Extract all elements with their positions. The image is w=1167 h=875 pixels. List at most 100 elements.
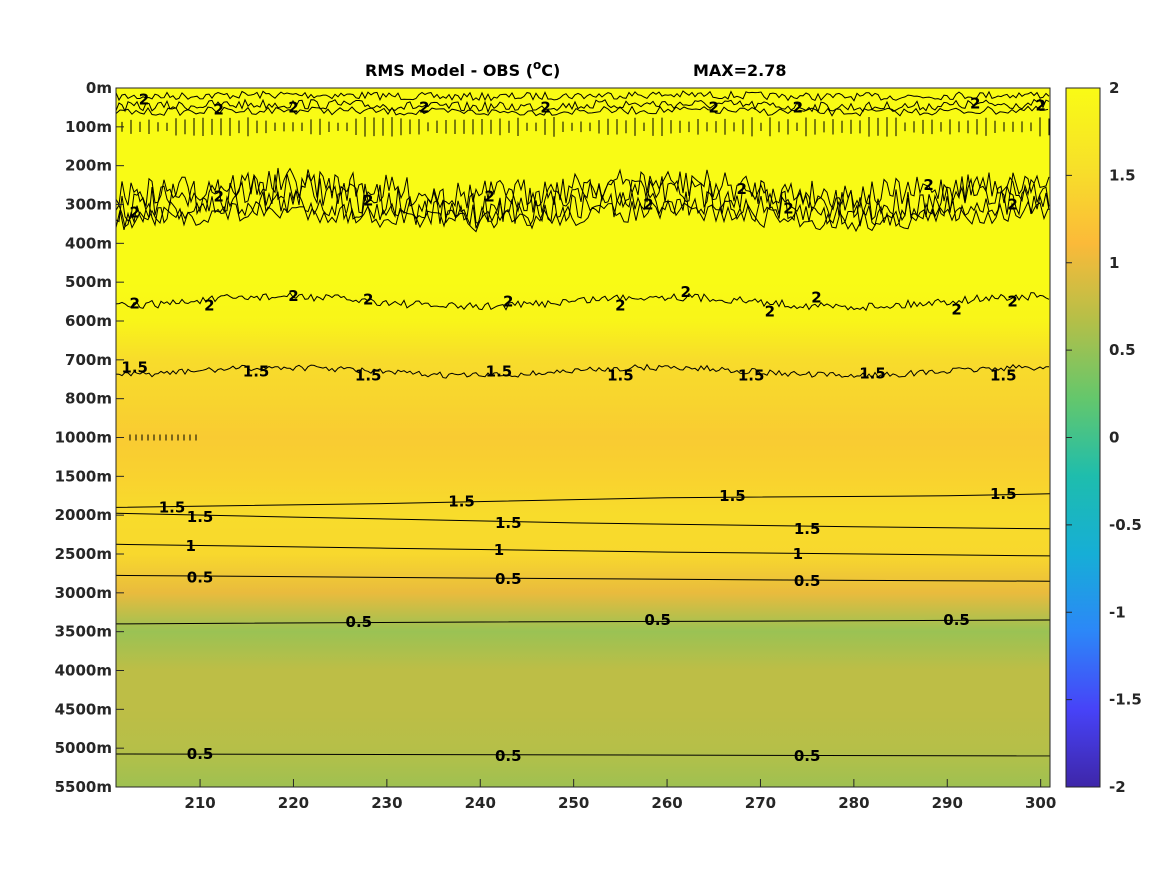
- y-tick-label: 1000m: [55, 429, 112, 447]
- upper-contour-tangles: [116, 90, 1050, 441]
- contour-label: 1.5: [243, 362, 270, 380]
- contour-line: [116, 753, 1050, 757]
- y-tick-label: 300m: [65, 196, 112, 214]
- x-tick-label: 290: [932, 794, 963, 812]
- y-tick-label: 0m: [86, 79, 112, 97]
- contour-label: 0.5: [495, 570, 522, 588]
- max-label: MAX=2.78: [693, 61, 787, 80]
- contour-label: 1.5: [738, 366, 765, 384]
- contour-line: [116, 619, 1050, 625]
- contour-label: 1.5: [794, 520, 821, 538]
- contour-label: 1.5: [159, 498, 186, 516]
- contour-label: 1.5: [607, 366, 634, 384]
- y-tick-label: 2000m: [55, 506, 112, 524]
- colorbar-tick-label: -2: [1109, 778, 1126, 796]
- contour-label: 1.5: [990, 485, 1017, 503]
- y-tick-label: 400m: [65, 234, 112, 252]
- contour-label: 2: [783, 199, 793, 217]
- contour-label: 2: [214, 100, 224, 118]
- contour-line: [116, 574, 1050, 582]
- contour-label: 2: [811, 289, 821, 307]
- colorbar-tick-label: 0: [1109, 429, 1119, 447]
- contour-lines: [116, 493, 1050, 757]
- contour-label: 2: [484, 188, 494, 206]
- contour-label: 2: [615, 296, 625, 314]
- contour-label: 2: [765, 302, 775, 320]
- contour-label: 1.5: [990, 366, 1017, 384]
- x-tick-label: 300: [1025, 794, 1056, 812]
- contour-label: 2: [951, 300, 961, 318]
- contour-label: 0.5: [187, 745, 214, 763]
- x-tick-label: 270: [745, 794, 776, 812]
- contour-label: 1.5: [486, 362, 513, 380]
- y-tick-label: 700m: [65, 351, 112, 369]
- y-tick-label: 5000m: [55, 739, 112, 757]
- contour-label: 2: [737, 180, 747, 198]
- y-tick-label: 1500m: [55, 467, 112, 485]
- x-tick-label: 260: [651, 794, 682, 812]
- contour-label: 1.5: [495, 514, 522, 532]
- contour-label: 1: [793, 545, 803, 563]
- contour-label: 2: [793, 98, 803, 116]
- contour-label: 2: [363, 192, 373, 210]
- contour-line: [116, 200, 1049, 233]
- chart-title: RMS Model - OBS (oC): [365, 58, 560, 80]
- contour-label: 2: [129, 203, 139, 221]
- contour-label: 2: [1035, 96, 1045, 114]
- y-tick-label: 5500m: [55, 778, 112, 796]
- contour-label: 2: [214, 188, 224, 206]
- colorbar-tick-label: 2: [1109, 79, 1119, 97]
- contour-label: 2: [1007, 293, 1017, 311]
- contour-label: 2: [970, 95, 980, 113]
- colorbar-tick-label: -1: [1109, 603, 1126, 621]
- contour-line: [116, 543, 1050, 557]
- contour-label: 0.5: [495, 747, 522, 765]
- y-tick-label: 4500m: [55, 700, 112, 718]
- contour-label: 0.5: [644, 611, 671, 629]
- x-tick-label: 230: [371, 794, 402, 812]
- contour-label: 2: [1007, 196, 1017, 214]
- contour-label: 2: [288, 287, 298, 305]
- contour-label: 1.5: [859, 364, 886, 382]
- contour-label: 0.5: [794, 572, 821, 590]
- colorbar-tick-label: -0.5: [1109, 516, 1142, 534]
- contour-label: 2: [139, 91, 149, 109]
- y-tick-label: 600m: [65, 312, 112, 330]
- y-tick-label: 2500m: [55, 545, 112, 563]
- x-tick-label: 240: [465, 794, 496, 812]
- contour-line: [116, 291, 1050, 312]
- contour-label: 0.5: [187, 568, 214, 586]
- contour-label: 2: [503, 293, 513, 311]
- y-axis: 0m 100m 200m 300m 400m 500m 600m 700m 800m 1000m 1…: [55, 79, 124, 796]
- x-tick-label: 280: [838, 794, 869, 812]
- y-tick-label: 3500m: [55, 623, 112, 641]
- contour-label: 0.5: [794, 747, 821, 765]
- contour-label: 2: [129, 295, 139, 313]
- contour-label: 2: [681, 283, 691, 301]
- contour-label: 2: [709, 98, 719, 116]
- contour-label: 0.5: [346, 613, 373, 631]
- contour-label: 1.5: [448, 493, 475, 511]
- x-tick-label: 220: [278, 794, 309, 812]
- contour-line: [116, 90, 1050, 102]
- contour-line: [116, 105, 1049, 117]
- colorbar-tick-label: -1.5: [1109, 691, 1142, 709]
- x-tick-label: 210: [184, 794, 215, 812]
- contour-label: 2: [540, 98, 550, 116]
- contour-label: 1.5: [121, 359, 148, 377]
- contour-line: [116, 512, 1050, 530]
- y-tick-label: 3000m: [55, 584, 112, 602]
- contour-label: 1: [494, 541, 504, 559]
- colorbar: 2 1.5 1 0.5 0 -0.5 -1 -1.5 -2: [1065, 79, 1142, 796]
- contour-label: 2: [643, 196, 653, 214]
- y-tick-label: 500m: [65, 273, 112, 291]
- contour-label: 1.5: [355, 366, 382, 384]
- contour-label: 2: [204, 296, 214, 314]
- contour-label: 1.5: [719, 487, 746, 505]
- y-tick-label: 200m: [65, 157, 112, 175]
- contour-line: [116, 363, 1049, 379]
- y-tick-label: 800m: [65, 390, 112, 408]
